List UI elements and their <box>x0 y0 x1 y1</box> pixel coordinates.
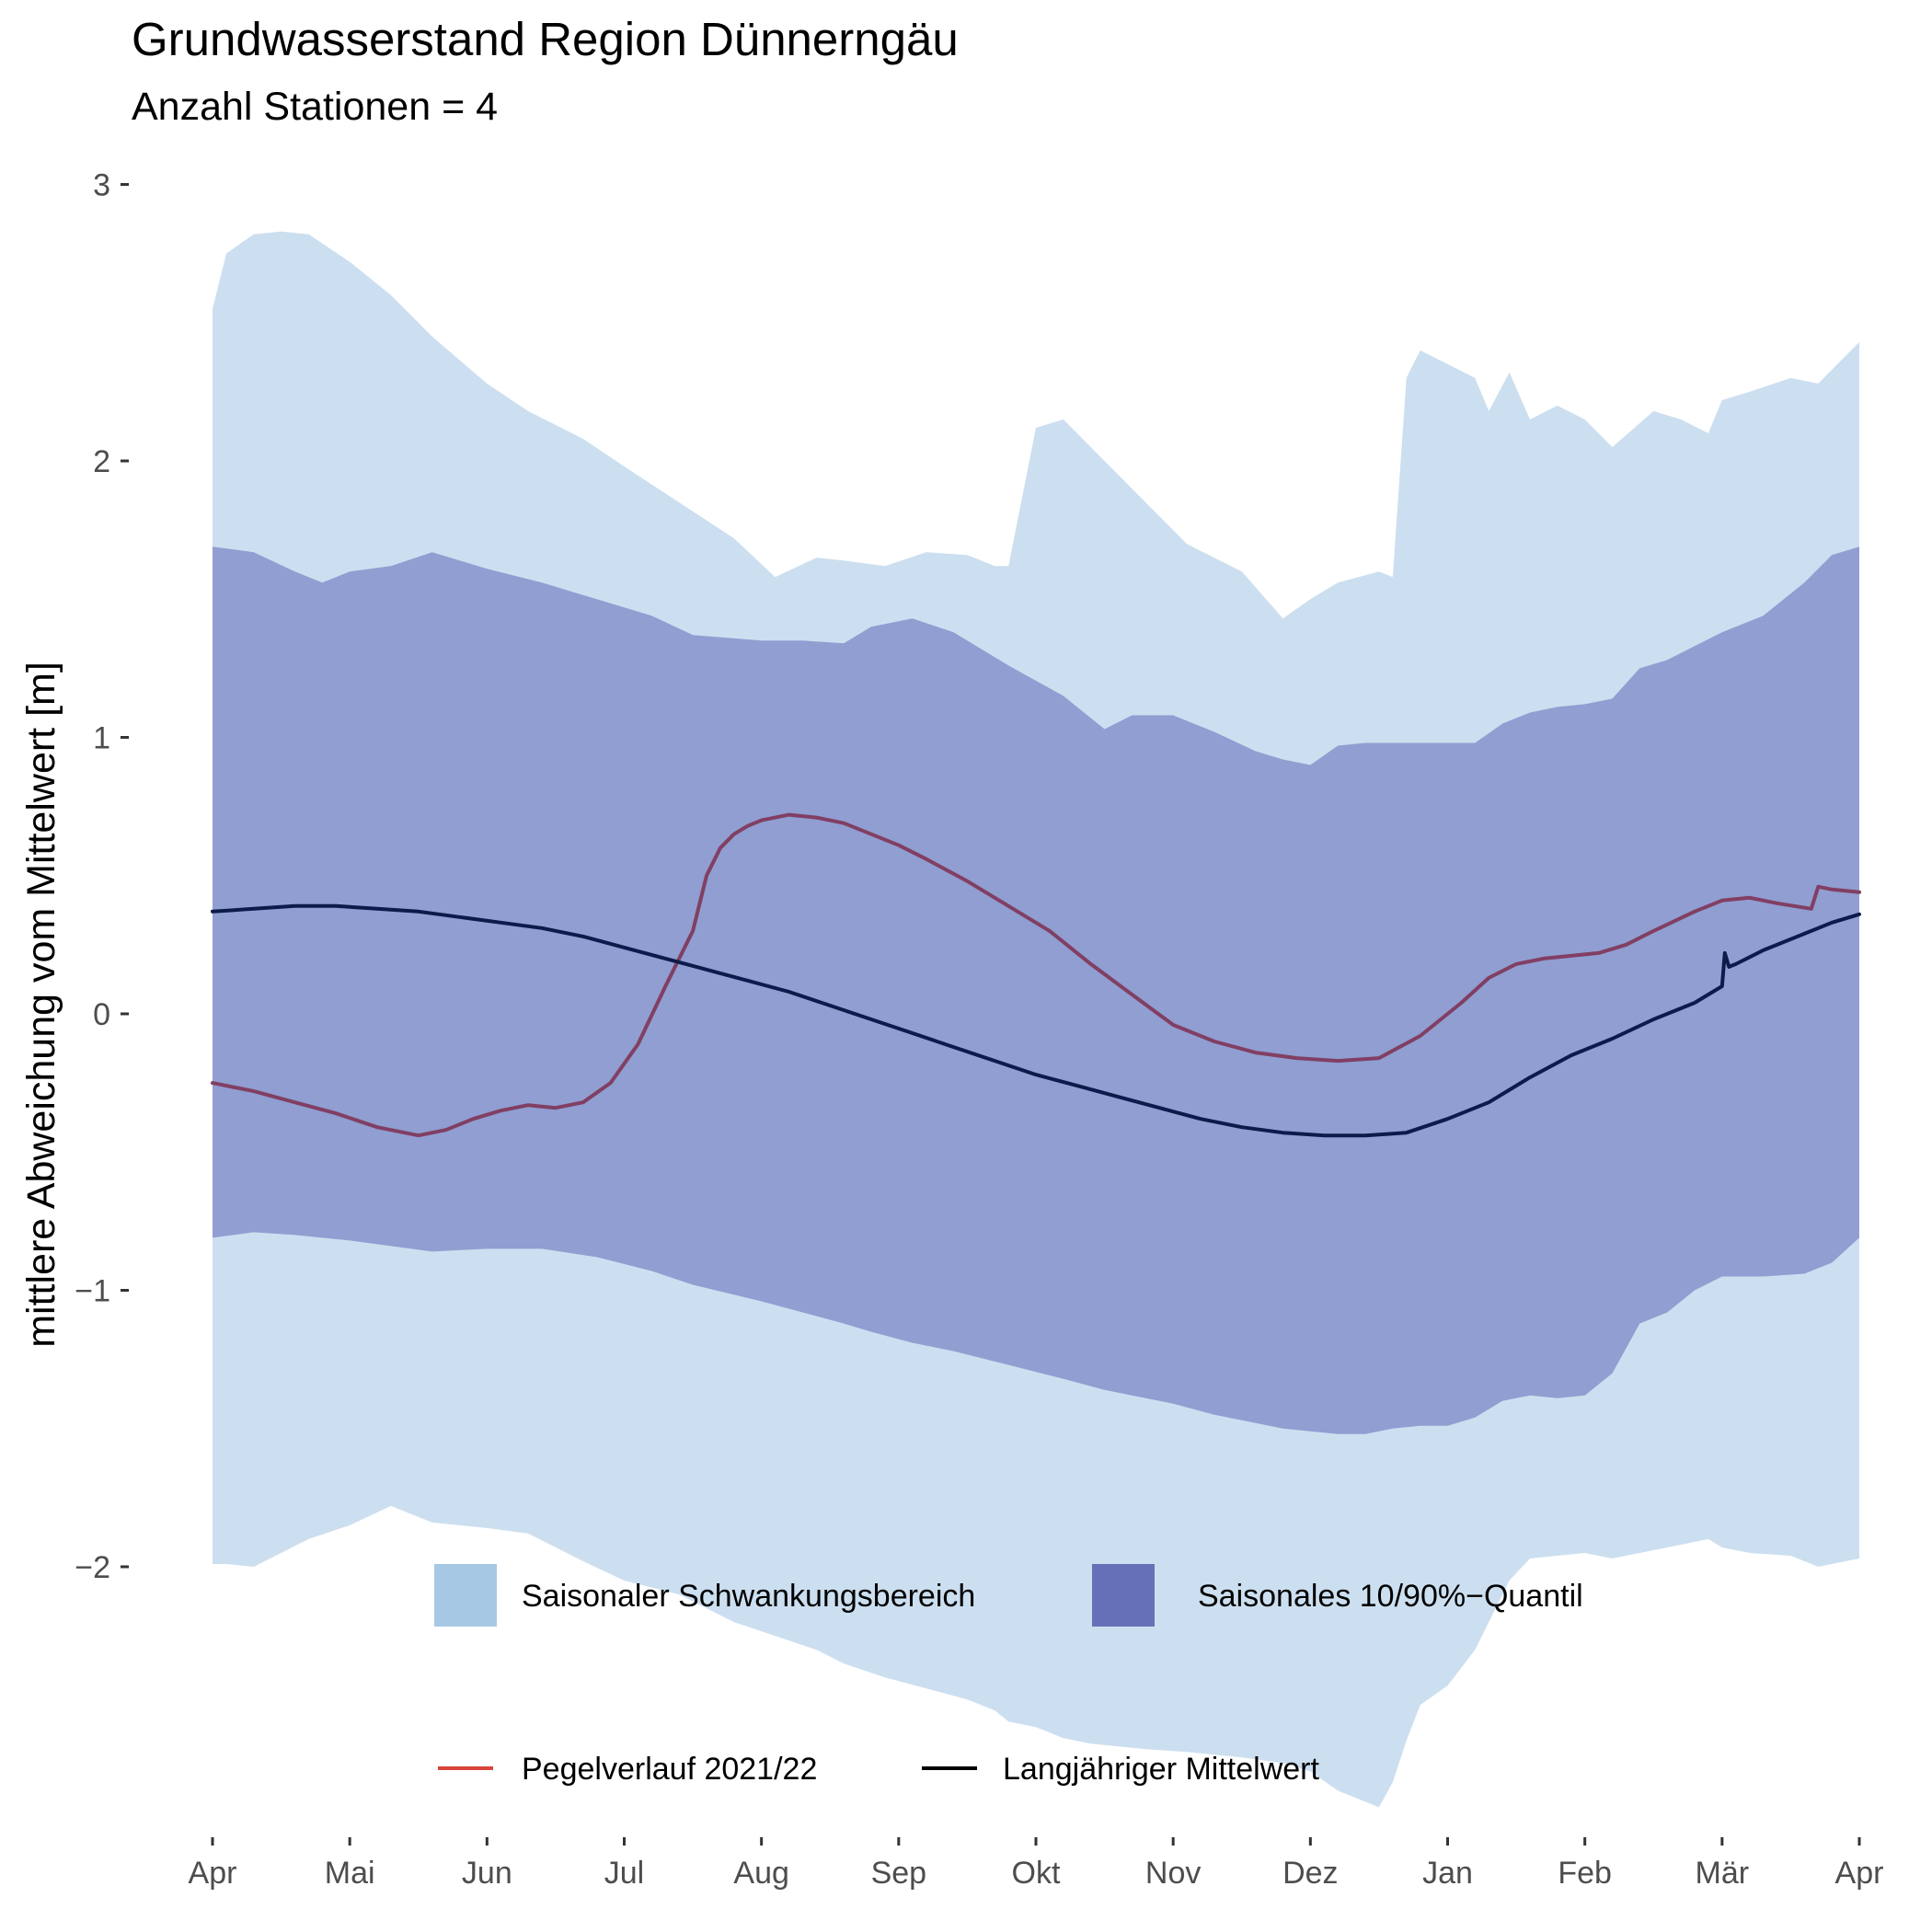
series-line-3 <box>211 903 1861 1138</box>
y-tick-label-2: 1 <box>93 721 110 756</box>
y-axis: 3 2 1 0 −1 −2 <box>75 168 129 1585</box>
x-tick-label-7: Nov <box>1145 1856 1201 1891</box>
band-layer <box>213 231 1859 1808</box>
x-tick-label-10: Feb <box>1558 1856 1612 1891</box>
legend-label-mittelwert: Langjähriger Mittelwert <box>1003 1752 1319 1787</box>
x-tick-label-4: Aug <box>733 1856 789 1891</box>
x-tick-label-8: Dez <box>1282 1856 1338 1891</box>
y-tick-label-5: −2 <box>75 1550 110 1585</box>
legend: Saisonaler Schwankungsbereich Saisonales… <box>434 1564 1583 1787</box>
legend-swatch-quantile <box>1092 1564 1155 1627</box>
x-tick-label-0: Apr <box>189 1856 237 1891</box>
legend-label-pegel: Pegelverlauf 2021/22 <box>522 1752 817 1787</box>
line-layer <box>211 812 1861 1138</box>
legend-swatch-range <box>434 1564 497 1627</box>
x-tick-label-2: Jun <box>462 1856 512 1891</box>
legend-label-quantile: Saisonales 10/90%−Quantil <box>1198 1579 1583 1614</box>
legend-label-range: Saisonaler Schwankungsbereich <box>522 1579 975 1614</box>
x-tick-label-1: Mai <box>325 1856 375 1891</box>
chart-subtitle: Anzahl Stationen = 4 <box>132 85 498 129</box>
y-tick-label-3: 0 <box>93 997 110 1032</box>
x-axis: Apr Mai Jun Jul Aug Sep Okt Nov Dez Jan Feb Mär Apr <box>189 1837 1884 1891</box>
x-tick-label-5: Sep <box>871 1856 927 1891</box>
chart-title: Grundwasserstand Region Dünnerngäu <box>132 13 959 65</box>
y-tick-label-1: 2 <box>93 444 110 479</box>
x-tick-label-3: Jul <box>604 1856 644 1891</box>
x-tick-label-6: Okt <box>1012 1856 1061 1891</box>
band-1 <box>213 546 1859 1434</box>
x-tick-label-11: Mär <box>1696 1856 1750 1891</box>
y-tick-label-4: −1 <box>75 1274 110 1309</box>
series-line-2 <box>211 812 1861 1138</box>
y-axis-label: mittlere Abweichung vom Mittelwert [m] <box>19 661 63 1348</box>
x-tick-label-9: Jan <box>1422 1856 1473 1891</box>
y-tick-label-0: 3 <box>93 168 110 203</box>
x-tick-label-12: Apr <box>1835 1856 1884 1891</box>
